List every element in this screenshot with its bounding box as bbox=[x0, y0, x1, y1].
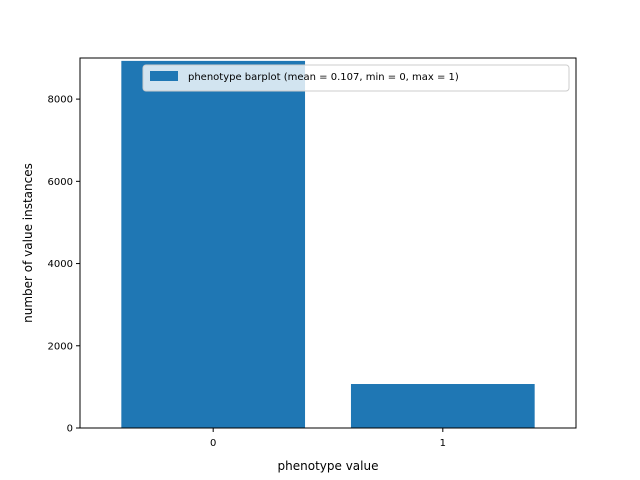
y-tick-label: 4000 bbox=[48, 259, 73, 270]
plot-frame bbox=[79, 57, 577, 429]
legend: phenotype barplot (mean = 0.107, min = 0… bbox=[142, 64, 570, 92]
legend-label: phenotype barplot (mean = 0.107, min = 0… bbox=[188, 72, 459, 83]
legend-box bbox=[142, 64, 570, 92]
legend-swatch bbox=[150, 71, 178, 81]
bar-1 bbox=[350, 384, 535, 428]
x-tick-label: 0 bbox=[210, 438, 216, 449]
y-tick-label: 2000 bbox=[48, 341, 73, 352]
bars-group bbox=[121, 60, 535, 428]
y-tick-label: 0 bbox=[67, 424, 73, 435]
bar-0 bbox=[121, 60, 306, 428]
y-ticks-group: 0 2000 4000 6000 8000 bbox=[48, 95, 80, 435]
x-tick-label: 1 bbox=[440, 438, 446, 449]
x-axis-label: phenotype value bbox=[278, 459, 379, 473]
y-tick-label: 8000 bbox=[48, 95, 73, 106]
y-tick-label: 6000 bbox=[48, 177, 73, 188]
y-axis-label: number of value instances bbox=[21, 163, 35, 323]
